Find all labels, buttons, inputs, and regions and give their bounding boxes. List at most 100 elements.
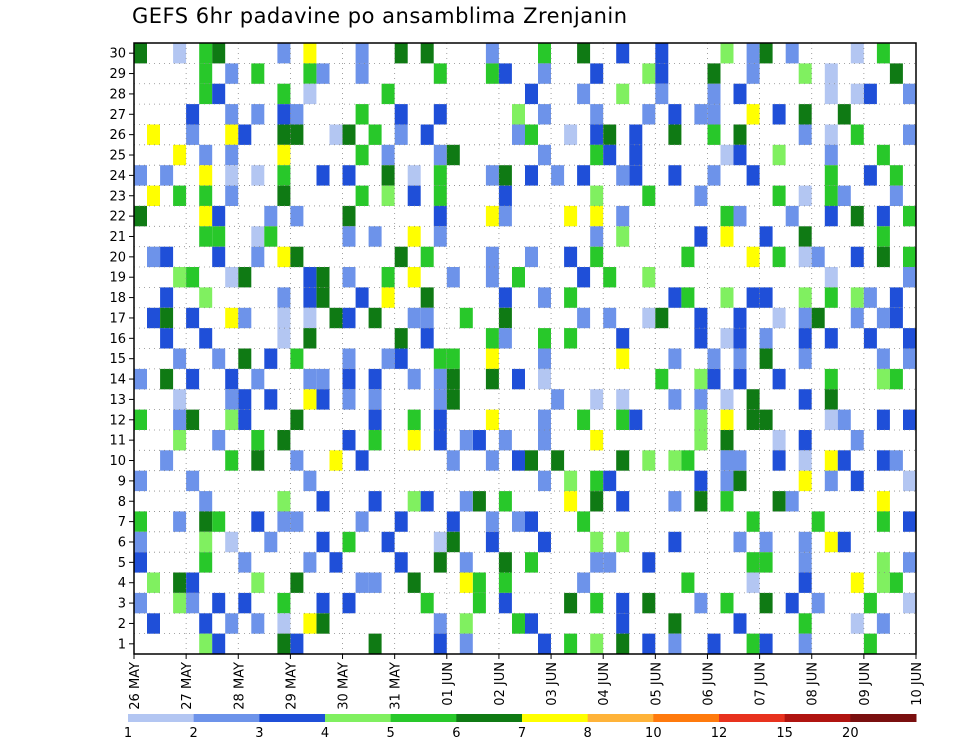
- heatmap-cell: [850, 43, 864, 64]
- heatmap-cell: [407, 226, 421, 247]
- heatmap-cell: [485, 267, 499, 288]
- heatmap-cell: [355, 287, 369, 308]
- heatmap-cell: [785, 592, 799, 614]
- heatmap-cell: [420, 307, 434, 329]
- heatmap-cell: [459, 430, 473, 451]
- heatmap-cell: [733, 307, 747, 329]
- heatmap-cell: [303, 43, 317, 64]
- heatmap-cell: [551, 450, 565, 471]
- heatmap-cell: [668, 389, 682, 410]
- heatmap-cell: [498, 307, 512, 329]
- heatmap-cell: [485, 43, 499, 64]
- heatmap-cell: [225, 104, 239, 125]
- heatmap-cell: [707, 368, 721, 390]
- heatmap-cell: [733, 205, 747, 227]
- heatmap-cell: [772, 307, 786, 329]
- heatmap-cell: [759, 409, 773, 430]
- heatmap-cell: [485, 165, 499, 186]
- heatmap-cell: [590, 389, 604, 410]
- heatmap-cell: [251, 104, 265, 125]
- heatmap-cell: [876, 368, 890, 390]
- heatmap-cell: [472, 430, 486, 451]
- heatmap-cell: [889, 165, 903, 186]
- heatmap-cell: [824, 368, 838, 390]
- heatmap-cell: [616, 613, 630, 634]
- colorbar-swatch: [850, 714, 917, 722]
- heatmap-cell: [407, 267, 421, 288]
- heatmap-cell: [459, 307, 473, 329]
- heatmap-cell: [498, 205, 512, 227]
- heatmap-cell: [798, 450, 812, 471]
- heatmap-cell: [655, 83, 669, 105]
- heatmap-cell: [290, 246, 304, 268]
- heatmap-cell: [903, 592, 916, 614]
- heatmap-cell: [303, 63, 317, 84]
- heatmap-cell: [329, 450, 343, 471]
- colorbar-swatch: [193, 714, 260, 722]
- heatmap-cell: [707, 104, 721, 125]
- heatmap-cell: [394, 246, 408, 268]
- heatmap-cell: [538, 633, 551, 654]
- heatmap-cell: [772, 368, 786, 390]
- heatmap-cell: [538, 328, 551, 349]
- heatmap-cell: [746, 389, 760, 410]
- heatmap-cell: [889, 287, 903, 308]
- heatmap-cell: [290, 511, 304, 532]
- heatmap-cell: [746, 511, 760, 532]
- heatmap-cell: [564, 470, 578, 492]
- heatmap-cell: [316, 531, 330, 553]
- heatmap-cell: [186, 592, 200, 614]
- heatmap-cell: [251, 226, 265, 247]
- heatmap-cell: [720, 450, 734, 471]
- heatmap-cell: [642, 104, 656, 125]
- heatmap-cell: [264, 205, 278, 227]
- heatmap-cell: [512, 613, 525, 634]
- x-tick-label: 30 MAY: [337, 662, 352, 710]
- heatmap-cell: [355, 63, 369, 84]
- heatmap-cell: [824, 124, 838, 145]
- heatmap-cell: [811, 246, 825, 268]
- heatmap-cell: [199, 328, 213, 349]
- heatmap-cell: [733, 613, 747, 634]
- x-tick-label: 02 JUN: [493, 662, 508, 706]
- heatmap-cell: [577, 43, 591, 64]
- heatmap-cell: [433, 613, 447, 634]
- heatmap-cell: [798, 287, 812, 308]
- heatmap-cell: [485, 511, 499, 532]
- heatmap-cell: [876, 348, 890, 369]
- heatmap-cell: [525, 246, 538, 268]
- heatmap-cell: [134, 43, 147, 64]
- heatmap-cell: [616, 348, 630, 369]
- heatmap-cell: [694, 409, 708, 430]
- heatmap-cell: [642, 552, 656, 573]
- heatmap-cell: [772, 491, 786, 512]
- y-tick-label: 12: [109, 413, 126, 428]
- heatmap-cell: [759, 287, 773, 308]
- heatmap-cell: [642, 450, 656, 471]
- heatmap-cell: [498, 287, 512, 308]
- heatmap-cell: [694, 430, 708, 451]
- heatmap-cell: [381, 185, 395, 206]
- heatmap-cell: [590, 63, 604, 84]
- heatmap-cell: [538, 104, 551, 125]
- heatmap-cell: [381, 287, 395, 308]
- heatmap-cell: [746, 246, 760, 268]
- heatmap-cell: [538, 348, 551, 369]
- heatmap-cell: [433, 531, 447, 553]
- heatmap-cell: [603, 144, 617, 166]
- heatmap-cell: [147, 613, 160, 634]
- heatmap-cell: [824, 450, 838, 471]
- heatmap-cell: [342, 267, 356, 288]
- heatmap-cell: [538, 368, 551, 390]
- y-tick-label: 4: [118, 576, 126, 591]
- heatmap-cell: [655, 368, 669, 390]
- heatmap-cell: [564, 124, 578, 145]
- heatmap-cell: [798, 246, 812, 268]
- heatmap-cell: [433, 389, 447, 410]
- heatmap-cell: [668, 124, 682, 145]
- heatmap-cell: [577, 267, 591, 288]
- x-tick-label: 05 JUN: [649, 662, 664, 706]
- y-tick-label: 21: [109, 230, 126, 245]
- heatmap-cell: [681, 450, 695, 471]
- heatmap-cell: [720, 226, 734, 247]
